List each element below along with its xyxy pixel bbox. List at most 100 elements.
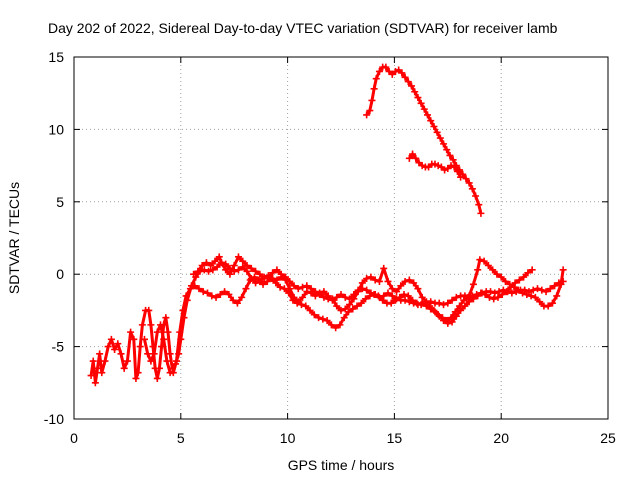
data-point [426,302,434,310]
data-point [493,270,501,278]
data-point [205,267,213,275]
data-point [303,282,311,290]
data-point [494,293,502,301]
y-tick-label: 5 [56,194,64,210]
data-point [138,321,146,329]
data-point [475,201,483,209]
data-point [198,262,206,270]
data-point [498,290,506,298]
data-point [366,292,374,300]
data-point [233,299,241,307]
data-point [434,162,442,170]
data-point [286,277,294,285]
data-point [557,280,565,288]
data-point [310,311,318,319]
data-point [145,306,153,314]
data-point [357,299,365,307]
data-point [515,276,523,284]
y-tick-label: -5 [52,339,65,355]
data-point [411,88,419,96]
data-point [120,364,128,372]
data-point [153,328,161,336]
data-point [438,314,446,322]
data-point [166,350,174,358]
data-point [243,262,251,270]
data-point [182,292,190,300]
data-point [362,295,370,303]
data-point [225,290,233,298]
data-point [340,314,348,322]
data-point [474,266,482,274]
data-point [534,285,542,293]
data-point [250,273,258,281]
data-point [487,288,495,296]
data-point [194,267,202,275]
data-point [306,306,314,314]
data-point [413,299,421,307]
data-point [443,317,451,325]
data-point [387,299,395,307]
data-point [418,293,426,301]
data-point [336,321,344,329]
y-tick-label: -10 [44,411,64,427]
data-point [465,179,473,187]
data-point [294,285,302,293]
data-point [450,163,458,171]
data-point [150,350,158,358]
data-point [462,175,470,183]
series-low-cluster-c [190,253,567,314]
data-point [388,292,396,300]
data-point [441,166,449,174]
data-point [173,357,181,365]
data-point [375,277,383,285]
x-tick-label: 15 [387,430,403,446]
data-point [363,286,371,294]
data-point [104,343,112,351]
data-point [456,302,464,310]
data-point [453,167,461,175]
data-point [127,328,135,336]
data-point [89,357,97,365]
data-point [538,286,546,294]
y-tick-label: 10 [48,121,64,137]
data-point [457,306,465,314]
data-point [405,298,413,306]
plot-frame [73,56,609,420]
data-point [327,321,335,329]
data-point [446,151,454,159]
grid-lines [74,57,608,419]
data-point [315,314,323,322]
data-point [272,279,280,287]
data-point [280,285,288,293]
data-point [503,288,511,296]
data-point [551,282,559,290]
data-point [367,273,375,281]
data-point [256,270,264,278]
data-point [346,301,354,309]
data-point [407,82,415,90]
data-point [409,296,417,304]
data-point [400,290,408,298]
data-point [208,292,216,300]
data-point [372,75,380,83]
data-point [384,289,392,297]
data-point [207,262,215,270]
data-point [405,154,413,162]
data-point [297,301,305,309]
data-point [379,296,387,304]
x-tick-label: 5 [177,430,185,446]
x-tick-label: 10 [280,430,296,446]
data-point [107,335,115,343]
data-point [484,262,492,270]
data-point [457,173,465,181]
data-point [388,285,396,293]
data-point [226,270,234,278]
data-point [468,185,476,193]
data-point [276,283,284,291]
data-point [349,305,357,313]
data-point [153,374,161,382]
data-point [508,289,516,297]
data-point [444,299,452,307]
data-point [405,276,413,284]
data-point [520,273,528,281]
